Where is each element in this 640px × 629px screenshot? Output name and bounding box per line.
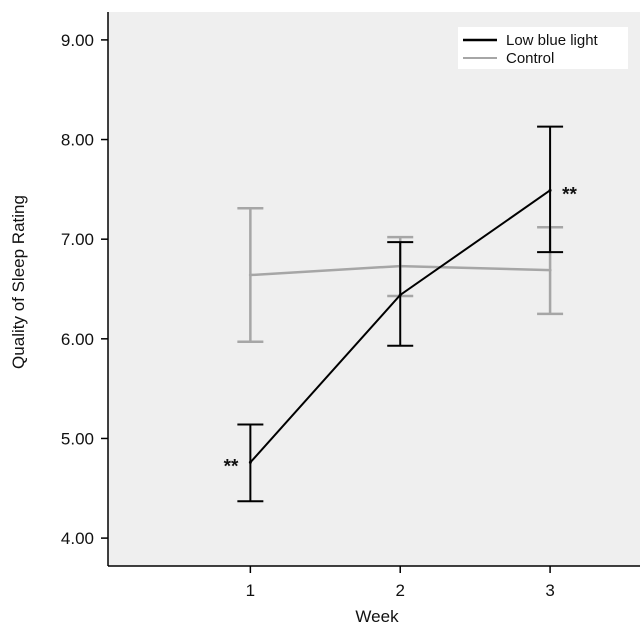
significance-annotation: ** bbox=[562, 184, 577, 205]
data-point bbox=[548, 268, 552, 272]
y-tick-label: 5.00 bbox=[61, 429, 94, 448]
annotations: ** ** bbox=[224, 184, 578, 477]
x-tick-label: 3 bbox=[545, 581, 554, 600]
y-axis-label: Quality of Sleep Rating bbox=[9, 195, 28, 369]
legend-item-control: Control bbox=[463, 50, 554, 67]
x-tick-label: 1 bbox=[246, 581, 255, 600]
data-point bbox=[398, 293, 402, 297]
data-point bbox=[248, 273, 252, 277]
significance-annotation: ** bbox=[224, 456, 239, 477]
legend-item-low-blue-light: Low blue light bbox=[463, 32, 599, 49]
x-tick-label: 2 bbox=[395, 581, 404, 600]
axes bbox=[107, 12, 640, 567]
y-tick-label: 9.00 bbox=[61, 31, 94, 50]
legend-label: Low blue light bbox=[506, 32, 599, 49]
plot-area bbox=[108, 12, 640, 566]
y-tick-label: 4.00 bbox=[61, 529, 94, 548]
data-point bbox=[248, 460, 252, 464]
y-tick-label: 7.00 bbox=[61, 230, 94, 249]
series-low-blue-light bbox=[237, 125, 564, 503]
legend-label: Control bbox=[506, 50, 554, 67]
y-tick-label: 8.00 bbox=[61, 131, 94, 150]
series-layer bbox=[237, 125, 564, 503]
data-point bbox=[548, 188, 552, 192]
x-axis-label: Week bbox=[355, 607, 399, 626]
legend-box bbox=[458, 27, 628, 69]
x-axis-ticks: 1 2 3 bbox=[246, 566, 555, 600]
y-tick-label: 6.00 bbox=[61, 330, 94, 349]
y-axis-ticks: 4.00 5.00 6.00 7.00 8.00 9.00 bbox=[61, 31, 108, 548]
